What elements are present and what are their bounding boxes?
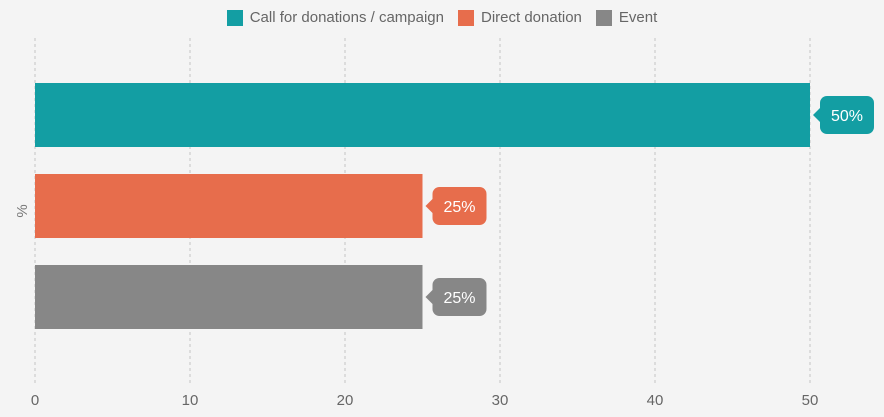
data-label-pointer-1 (425, 199, 433, 213)
chart-legend: Call for donations / campaign Direct don… (0, 9, 884, 26)
y-axis-title: % (14, 204, 31, 217)
legend-swatch (226, 9, 243, 26)
legend-label: Event (618, 9, 658, 26)
x-tick-label-40: 40 (647, 392, 664, 409)
bars (35, 83, 810, 329)
legend-item-direct-donation[interactable]: Direct donation (458, 9, 582, 26)
bar-1[interactable] (35, 174, 423, 238)
data-label-box-1 (432, 187, 487, 225)
x-tick-label-30: 30 (492, 392, 509, 409)
bar-2[interactable] (35, 265, 423, 329)
data-label-pointer-0 (813, 108, 820, 122)
data-label-2: 25% (443, 290, 475, 307)
legend-item-event[interactable]: Event (595, 9, 658, 26)
legend-label: Direct donation (481, 9, 582, 26)
legend-swatch (595, 9, 612, 26)
x-tick-label-0: 0 (31, 392, 39, 409)
data-label-1: 25% (443, 199, 475, 216)
data-label-pointer-2 (425, 290, 433, 304)
data-labels: 50% 25% 25% (425, 96, 874, 316)
legend-item-call-for-donations[interactable]: Call for donations / campaign (226, 9, 444, 26)
data-label-box-0 (820, 96, 874, 134)
data-label-box-2 (432, 278, 487, 316)
x-tick-label-10: 10 (182, 392, 199, 409)
x-tick-label-20: 20 (337, 392, 354, 409)
x-tick-label-50: 50 (802, 392, 819, 409)
bar-0[interactable] (35, 83, 810, 147)
data-label-0: 50% (831, 108, 863, 125)
legend-label: Call for donations / campaign (249, 9, 444, 26)
x-axis-ticks: 0 10 20 30 40 50 (31, 392, 819, 409)
legend-swatch (458, 9, 474, 26)
